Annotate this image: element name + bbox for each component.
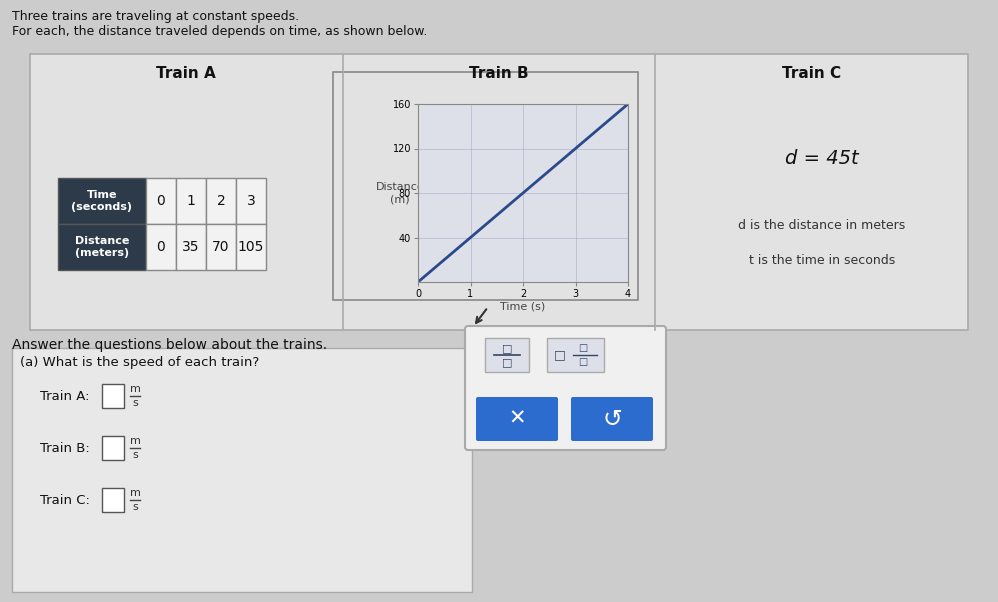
FancyBboxPatch shape — [30, 54, 968, 330]
FancyBboxPatch shape — [236, 224, 266, 270]
Text: 70: 70 — [213, 240, 230, 254]
FancyBboxPatch shape — [58, 178, 146, 224]
Text: m: m — [130, 436, 141, 446]
Text: s: s — [132, 450, 138, 460]
FancyBboxPatch shape — [102, 384, 124, 408]
Text: 1: 1 — [187, 194, 196, 208]
Text: 0: 0 — [157, 240, 166, 254]
FancyBboxPatch shape — [146, 178, 176, 224]
Text: 3: 3 — [247, 194, 255, 208]
Text: m: m — [130, 384, 141, 394]
Text: ✕: ✕ — [508, 409, 526, 429]
Text: Train A:: Train A: — [40, 389, 90, 403]
Text: □: □ — [554, 349, 566, 361]
Text: Time
(seconds): Time (seconds) — [72, 190, 133, 212]
Text: Train C:: Train C: — [40, 494, 90, 506]
FancyBboxPatch shape — [236, 178, 266, 224]
Text: □: □ — [502, 344, 512, 353]
Text: m: m — [130, 488, 141, 498]
FancyBboxPatch shape — [571, 397, 653, 441]
FancyBboxPatch shape — [12, 348, 472, 592]
FancyBboxPatch shape — [485, 338, 529, 372]
Text: ↺: ↺ — [602, 407, 622, 431]
Text: s: s — [132, 502, 138, 512]
FancyBboxPatch shape — [476, 397, 558, 441]
Text: d is the distance in meters: d is the distance in meters — [739, 219, 905, 232]
Text: Train B:: Train B: — [40, 441, 90, 455]
Text: □: □ — [579, 343, 588, 353]
FancyBboxPatch shape — [102, 488, 124, 512]
Text: 35: 35 — [183, 240, 200, 254]
Text: Distance
(meters): Distance (meters) — [75, 236, 129, 258]
FancyBboxPatch shape — [206, 178, 236, 224]
FancyBboxPatch shape — [102, 436, 124, 460]
FancyBboxPatch shape — [547, 338, 604, 372]
Text: 105: 105 — [238, 240, 264, 254]
Text: Train C: Train C — [782, 66, 841, 81]
Text: Train B: Train B — [469, 66, 529, 81]
FancyBboxPatch shape — [176, 224, 206, 270]
Text: Answer the questions below about the trains.: Answer the questions below about the tra… — [12, 338, 327, 352]
Text: (a) What is the speed of each train?: (a) What is the speed of each train? — [20, 356, 259, 369]
Text: Distance
(m): Distance (m) — [375, 182, 424, 204]
Text: For each, the distance traveled depends on time, as shown below.: For each, the distance traveled depends … — [12, 25, 427, 38]
Text: Three trains are traveling at constant speeds.: Three trains are traveling at constant s… — [12, 10, 299, 23]
Text: 2: 2 — [217, 194, 226, 208]
X-axis label: Time (s): Time (s) — [500, 302, 546, 312]
FancyBboxPatch shape — [58, 224, 146, 270]
Text: Train A: Train A — [157, 66, 217, 81]
Text: t is the time in seconds: t is the time in seconds — [748, 255, 895, 267]
Text: □: □ — [502, 357, 512, 367]
FancyBboxPatch shape — [176, 178, 206, 224]
Text: □: □ — [579, 357, 588, 367]
FancyBboxPatch shape — [206, 224, 236, 270]
Text: 0: 0 — [157, 194, 166, 208]
FancyBboxPatch shape — [146, 224, 176, 270]
FancyBboxPatch shape — [465, 326, 666, 450]
Text: s: s — [132, 398, 138, 408]
Text: d = 45t: d = 45t — [784, 149, 858, 169]
